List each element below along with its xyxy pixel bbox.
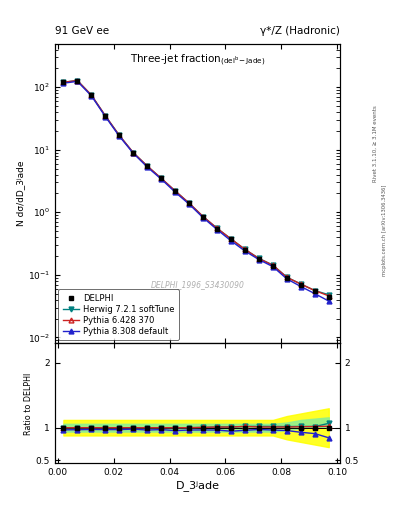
Text: mcplots.cern.ch [arXiv:1306.3436]: mcplots.cern.ch [arXiv:1306.3436] [382, 185, 387, 276]
DELPHI [257, 256, 261, 262]
DELPHI [242, 247, 247, 253]
DELPHI [312, 288, 317, 294]
Line: Herwig 7.2.1 softTune: Herwig 7.2.1 softTune [61, 78, 331, 297]
Herwig 7.2.1 softTune [285, 274, 289, 280]
Pythia 8.308 default [187, 201, 191, 207]
Text: γ*/Z (Hadronic): γ*/Z (Hadronic) [260, 26, 340, 36]
Pythia 6.428 370 [298, 281, 303, 287]
Pythia 8.308 default [61, 80, 66, 86]
Pythia 6.428 370 [159, 175, 163, 181]
DELPHI [229, 236, 233, 242]
Pythia 6.428 370 [229, 236, 233, 242]
DELPHI [89, 92, 94, 98]
Herwig 7.2.1 softTune [229, 236, 233, 242]
Pythia 8.308 default [312, 291, 317, 297]
Pythia 6.428 370 [89, 92, 94, 98]
DELPHI [201, 214, 206, 220]
Pythia 8.308 default [229, 238, 233, 244]
Line: Pythia 8.308 default: Pythia 8.308 default [61, 79, 331, 304]
Pythia 6.428 370 [285, 274, 289, 281]
Herwig 7.2.1 softTune [103, 113, 108, 119]
Pythia 8.308 default [89, 93, 94, 99]
Pythia 8.308 default [270, 264, 275, 270]
Pythia 6.428 370 [145, 163, 150, 169]
DELPHI [285, 274, 289, 281]
Herwig 7.2.1 softTune [173, 188, 178, 194]
Herwig 7.2.1 softTune [327, 292, 331, 298]
Pythia 8.308 default [201, 215, 206, 221]
Pythia 6.428 370 [327, 293, 331, 299]
Pythia 8.308 default [75, 78, 80, 84]
Pythia 8.308 default [285, 276, 289, 282]
Line: DELPHI: DELPHI [61, 78, 331, 299]
Herwig 7.2.1 softTune [145, 163, 150, 169]
Pythia 6.428 370 [75, 77, 80, 83]
DELPHI [103, 113, 108, 119]
DELPHI [131, 150, 136, 156]
Pythia 6.428 370 [270, 262, 275, 268]
Herwig 7.2.1 softTune [61, 79, 66, 86]
DELPHI [173, 188, 178, 194]
Line: Pythia 6.428 370: Pythia 6.428 370 [61, 78, 331, 298]
Pythia 8.308 default [257, 257, 261, 263]
Legend: DELPHI, Herwig 7.2.1 softTune, Pythia 6.428 370, Pythia 8.308 default: DELPHI, Herwig 7.2.1 softTune, Pythia 6.… [58, 289, 179, 340]
DELPHI [61, 79, 66, 86]
Herwig 7.2.1 softTune [131, 150, 136, 156]
Pythia 6.428 370 [173, 188, 178, 194]
Herwig 7.2.1 softTune [117, 132, 121, 138]
Pythia 6.428 370 [242, 246, 247, 252]
Text: Rivet 3.1.10, ≥ 3.1M events: Rivet 3.1.10, ≥ 3.1M events [373, 105, 378, 182]
Pythia 8.308 default [173, 189, 178, 195]
Pythia 6.428 370 [312, 288, 317, 294]
Herwig 7.2.1 softTune [201, 214, 206, 220]
DELPHI [270, 263, 275, 269]
DELPHI [298, 282, 303, 288]
DELPHI [145, 163, 150, 169]
Herwig 7.2.1 softTune [75, 77, 80, 83]
Herwig 7.2.1 softTune [312, 288, 317, 294]
Pythia 8.308 default [215, 226, 219, 232]
Pythia 8.308 default [103, 114, 108, 120]
Text: DELPHI_1996_S3430090: DELPHI_1996_S3430090 [151, 281, 244, 289]
Pythia 6.428 370 [131, 150, 136, 156]
DELPHI [159, 175, 163, 181]
DELPHI [327, 293, 331, 300]
Pythia 6.428 370 [215, 225, 219, 231]
Pythia 6.428 370 [187, 200, 191, 206]
X-axis label: D_3ʲade: D_3ʲade [176, 480, 219, 491]
Pythia 6.428 370 [117, 132, 121, 138]
Y-axis label: N dσ/dD_3ʲade: N dσ/dD_3ʲade [16, 161, 25, 226]
Pythia 8.308 default [298, 284, 303, 290]
Herwig 7.2.1 softTune [257, 255, 261, 262]
DELPHI [75, 77, 80, 83]
Herwig 7.2.1 softTune [159, 175, 163, 181]
Pythia 8.308 default [117, 133, 121, 139]
Herwig 7.2.1 softTune [89, 92, 94, 98]
Herwig 7.2.1 softTune [298, 281, 303, 287]
Text: Three-jet fraction$_{\rm (del^b\!-Jade)}$: Three-jet fraction$_{\rm (del^b\!-Jade)}… [130, 53, 265, 68]
Pythia 8.308 default [242, 248, 247, 254]
Pythia 6.428 370 [257, 255, 261, 262]
Pythia 8.308 default [131, 150, 136, 156]
Herwig 7.2.1 softTune [215, 225, 219, 231]
Pythia 6.428 370 [103, 113, 108, 119]
Herwig 7.2.1 softTune [270, 262, 275, 268]
Y-axis label: Ratio to DELPHI: Ratio to DELPHI [24, 372, 33, 435]
DELPHI [187, 200, 191, 206]
Pythia 8.308 default [145, 164, 150, 170]
Pythia 6.428 370 [61, 79, 66, 86]
Herwig 7.2.1 softTune [242, 246, 247, 252]
Pythia 6.428 370 [201, 214, 206, 220]
DELPHI [215, 225, 219, 231]
Herwig 7.2.1 softTune [187, 200, 191, 206]
Pythia 8.308 default [327, 298, 331, 304]
DELPHI [117, 132, 121, 138]
Text: 91 GeV ee: 91 GeV ee [55, 26, 109, 36]
Pythia 8.308 default [159, 176, 163, 182]
